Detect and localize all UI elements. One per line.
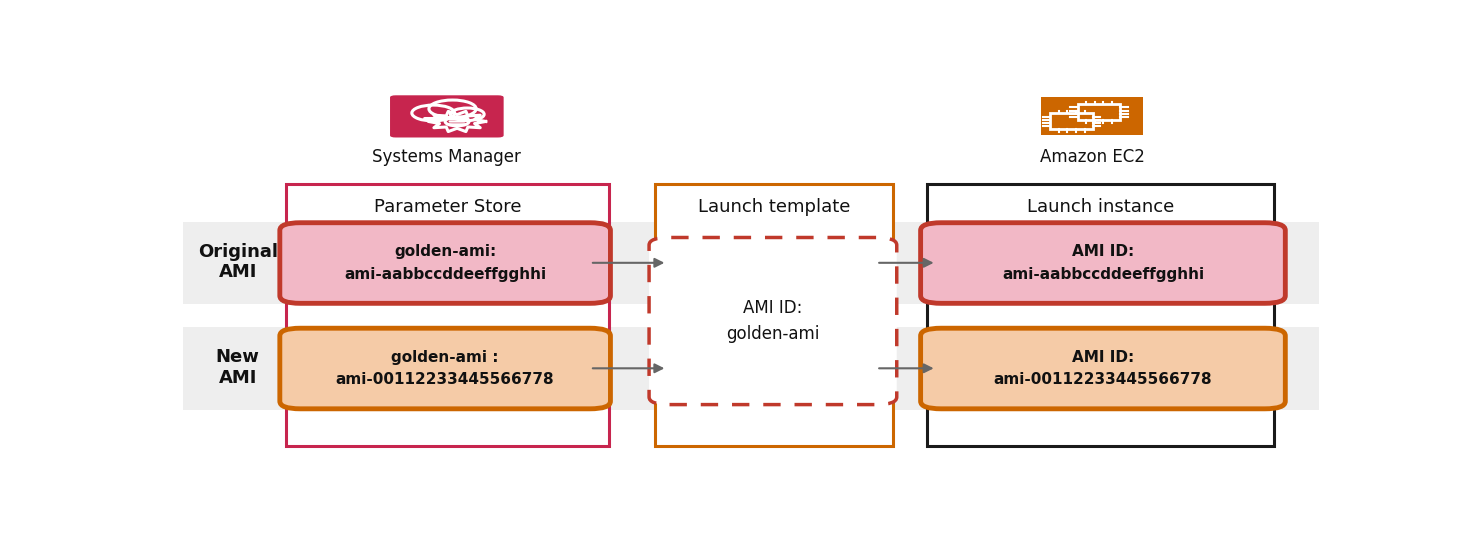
- Bar: [928, 184, 1274, 446]
- FancyBboxPatch shape: [921, 222, 1286, 304]
- FancyBboxPatch shape: [390, 95, 504, 138]
- Text: Launch instance: Launch instance: [1028, 198, 1174, 216]
- FancyBboxPatch shape: [921, 328, 1286, 409]
- Bar: [1078, 104, 1120, 120]
- Bar: [286, 184, 610, 446]
- FancyBboxPatch shape: [280, 222, 610, 304]
- Text: Parameter Store: Parameter Store: [374, 198, 520, 216]
- FancyBboxPatch shape: [1041, 98, 1143, 135]
- FancyBboxPatch shape: [280, 328, 610, 409]
- Text: Launch template: Launch template: [698, 198, 850, 216]
- Text: Amazon EC2: Amazon EC2: [1039, 148, 1145, 166]
- Text: AMI ID:
ami-00112233445566778: AMI ID: ami-00112233445566778: [994, 350, 1212, 387]
- Bar: [1050, 113, 1094, 129]
- Text: Original
AMI: Original AMI: [198, 243, 277, 281]
- Text: Systems Manager: Systems Manager: [372, 148, 522, 166]
- FancyBboxPatch shape: [649, 237, 897, 404]
- Bar: [183, 327, 1319, 410]
- Text: golden-ami :
ami-00112233445566778: golden-ami : ami-00112233445566778: [336, 350, 554, 387]
- Text: AMI ID:
ami-aabbccddeeffgghhi: AMI ID: ami-aabbccddeeffgghhi: [1001, 244, 1204, 282]
- Text: AMI ID:
golden-ami: AMI ID: golden-ami: [726, 299, 819, 343]
- Bar: [655, 184, 893, 446]
- Bar: [183, 222, 1319, 304]
- Text: New
AMI: New AMI: [216, 348, 259, 387]
- Text: golden-ami:
ami-aabbccddeeffgghhi: golden-ami: ami-aabbccddeeffgghhi: [345, 244, 547, 282]
